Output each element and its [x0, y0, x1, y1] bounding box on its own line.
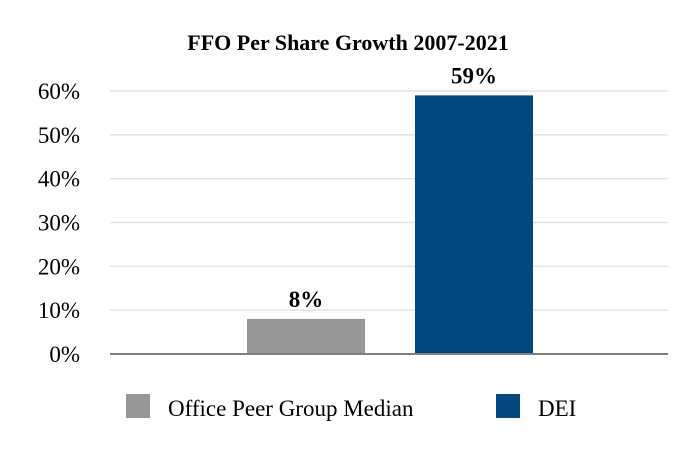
gridlines — [110, 90, 668, 311]
chart-title: FFO Per Share Growth 2007-2021 — [187, 30, 508, 55]
y-tick-label: 40% — [38, 167, 80, 192]
legend-swatch-office-peer-group-median — [126, 394, 150, 418]
legend: Office Peer Group Median DEI — [126, 394, 576, 421]
y-tick-label: 0% — [49, 342, 80, 367]
y-tick-label: 20% — [38, 254, 80, 279]
legend-label-dei: DEI — [538, 396, 576, 421]
y-tick-label: 60% — [38, 79, 80, 104]
y-axis-ticks: 0% 10% 20% 30% 40% 50% 60% — [38, 79, 80, 367]
legend-swatch-dei — [496, 394, 520, 418]
data-label-dei: 59% — [451, 63, 497, 88]
legend-label-office-peer-group-median: Office Peer Group Median — [168, 396, 414, 421]
y-tick-label: 30% — [38, 211, 80, 236]
y-tick-label: 50% — [38, 123, 80, 148]
bar-office-peer-group-median — [247, 318, 365, 354]
data-label-office-peer-group-median: 8% — [289, 287, 324, 312]
bars — [247, 95, 533, 354]
data-labels: 8% 59% — [289, 63, 497, 312]
y-tick-label: 10% — [38, 298, 80, 323]
bar-dei — [415, 95, 533, 354]
